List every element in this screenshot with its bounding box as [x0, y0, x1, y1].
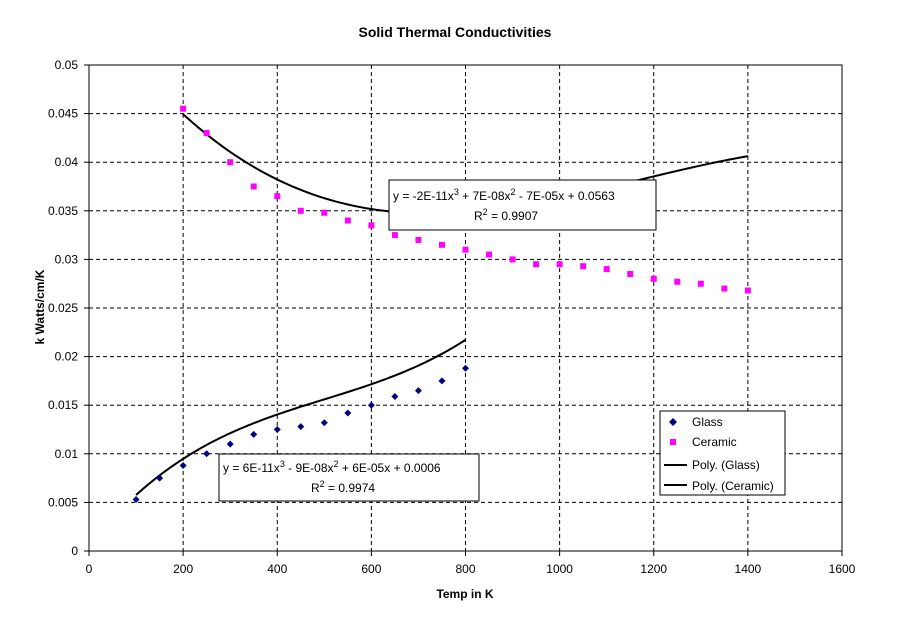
- x-tick-label: 1400: [735, 562, 762, 576]
- data-point-ceramic: [368, 222, 375, 229]
- data-point-ceramic: [697, 280, 704, 287]
- x-tick-label: 800: [455, 562, 475, 576]
- data-point-glass: [273, 426, 281, 433]
- data-point-ceramic: [486, 251, 493, 258]
- data-point-ceramic: [297, 207, 304, 214]
- x-axis-label: Temp in K: [436, 587, 493, 601]
- data-point-ceramic: [415, 236, 422, 243]
- data-point-ceramic: [274, 193, 281, 200]
- data-point-ceramic: [556, 261, 563, 268]
- y-tick-label: 0.03: [55, 252, 79, 266]
- trendline-glass: [135, 339, 467, 496]
- equation-ceramic: y = -2E-11x3 + 7E-08x2 - 7E-05x + 0.0563: [393, 187, 615, 203]
- y-tick-label: 0.005: [48, 495, 78, 509]
- equation-glass: y = 6E-11x3 - 9E-08x2 + 6E-05x + 0.0006: [223, 459, 441, 475]
- y-tick-label: 0.05: [55, 58, 79, 72]
- data-point-ceramic: [180, 105, 187, 112]
- legend-marker-ceramic: [670, 439, 676, 445]
- data-point-glass: [250, 430, 258, 438]
- data-point-glass: [226, 440, 234, 448]
- equation-box-ceramic: y = -2E-11x3 + 7E-08x2 - 7E-05x + 0.0563…: [388, 179, 657, 231]
- data-point-glass: [320, 419, 328, 427]
- data-point-glass: [414, 387, 422, 395]
- data-point-glass: [203, 450, 211, 458]
- data-point-glass: [297, 423, 305, 431]
- x-tick-label: 1600: [829, 562, 856, 576]
- equation-box-glass: y = 6E-11x3 - 9E-08x2 + 6E-05x + 0.0006 …: [218, 453, 480, 502]
- data-point-glass: [438, 377, 446, 385]
- data-point-glass: [391, 392, 399, 400]
- data-point-ceramic: [509, 256, 516, 263]
- data-point-glass: [367, 401, 375, 409]
- y-tick-label: 0.04: [55, 155, 79, 169]
- legend-label-poly-ceramic: Poly. (Ceramic): [692, 479, 774, 493]
- data-point-ceramic: [321, 209, 328, 216]
- x-tick-label: 200: [173, 562, 193, 576]
- legend-frame: [659, 410, 786, 496]
- chart-title: Solid Thermal Conductivities: [359, 24, 552, 40]
- data-point-glass: [344, 409, 352, 417]
- data-point-ceramic: [438, 241, 445, 248]
- legend-marker-glass: [669, 418, 677, 426]
- data-point-ceramic: [462, 246, 469, 253]
- r-squared-glass: R2 = 0.9974: [311, 479, 375, 495]
- data-point-glass: [156, 474, 164, 482]
- y-tick-label: 0.01: [55, 447, 79, 461]
- data-markers: [132, 105, 751, 503]
- data-point-ceramic: [674, 278, 681, 285]
- x-tick-label: 1000: [546, 562, 573, 576]
- data-point-ceramic: [391, 232, 398, 239]
- y-tick-label: 0.015: [48, 398, 78, 412]
- data-point-ceramic: [650, 275, 657, 282]
- data-point-ceramic: [721, 285, 728, 292]
- grid: [89, 65, 842, 551]
- data-point-ceramic: [627, 270, 634, 277]
- data-point-glass: [132, 495, 140, 503]
- legend-label-glass: Glass: [692, 415, 723, 429]
- data-point-glass: [462, 364, 469, 372]
- y-tick-label: 0.035: [48, 204, 78, 218]
- x-tick-label: 400: [267, 562, 287, 576]
- y-tick-label: 0.02: [55, 350, 79, 364]
- equation-box-ceramic-frame: [388, 179, 657, 231]
- y-tick-label: 0.025: [48, 301, 78, 315]
- data-point-ceramic: [744, 287, 751, 294]
- data-point-ceramic: [580, 263, 587, 270]
- data-point-ceramic: [250, 183, 257, 190]
- data-point-ceramic: [203, 130, 210, 137]
- data-point-ceramic: [344, 217, 351, 224]
- y-tick-label: 0.045: [48, 107, 78, 121]
- y-axis-label: k Watts/cm/K: [33, 269, 47, 344]
- r-squared-ceramic: R2 = 0.9907: [474, 207, 538, 223]
- legend-label-poly-glass: Poly. (Glass): [692, 458, 760, 472]
- axis-ticks: 0 200 400 600 800 1000 1200 1400 1600 0 0.005 0.01 0…: [48, 58, 856, 576]
- x-tick-label: 0: [86, 562, 93, 576]
- data-point-ceramic: [533, 261, 540, 268]
- legend: Glass Ceramic Poly. (Glass) Poly. (Ceram…: [659, 410, 786, 496]
- data-point-glass: [179, 461, 187, 469]
- data-point-ceramic: [603, 266, 610, 273]
- y-tick-label: 0: [71, 544, 78, 558]
- data-point-ceramic: [227, 159, 234, 166]
- legend-label-ceramic: Ceramic: [692, 435, 737, 449]
- equation-box-glass-frame: [218, 453, 480, 502]
- x-tick-label: 600: [361, 562, 381, 576]
- x-tick-label: 1200: [640, 562, 667, 576]
